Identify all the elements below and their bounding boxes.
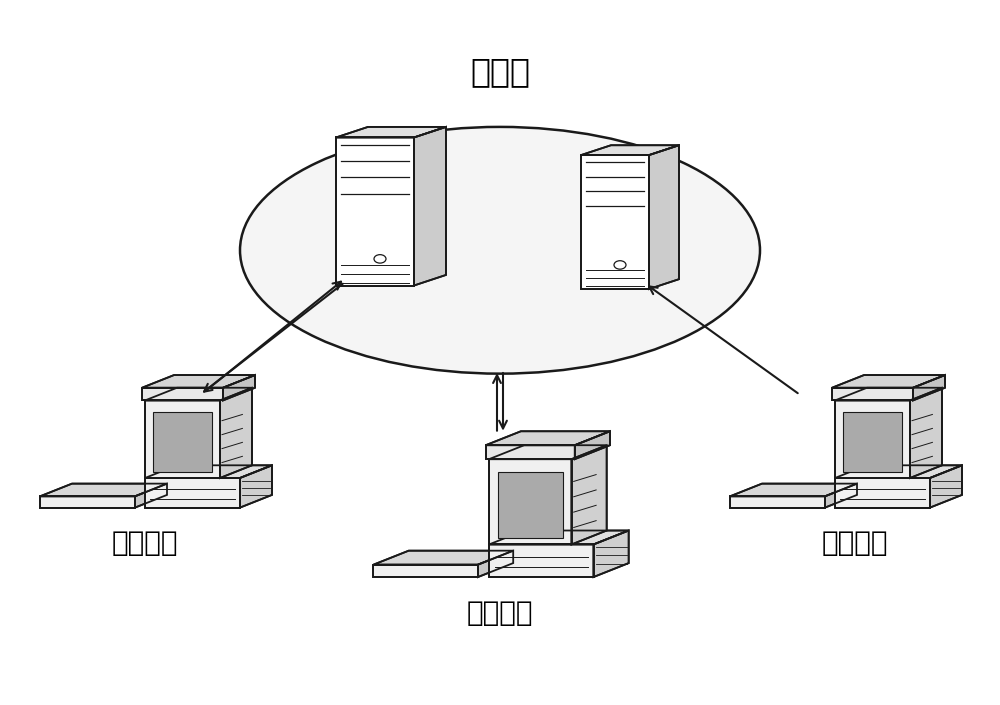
Polygon shape <box>40 484 167 496</box>
Polygon shape <box>145 478 240 508</box>
Polygon shape <box>572 446 607 544</box>
Polygon shape <box>135 484 167 508</box>
Text: 工作终端: 工作终端 <box>112 529 178 557</box>
Polygon shape <box>489 459 572 544</box>
Polygon shape <box>843 412 902 472</box>
Polygon shape <box>835 400 910 478</box>
Polygon shape <box>223 375 255 400</box>
Polygon shape <box>835 388 942 400</box>
Polygon shape <box>373 551 513 565</box>
Polygon shape <box>145 388 252 400</box>
Polygon shape <box>489 544 594 577</box>
Polygon shape <box>336 137 414 286</box>
Polygon shape <box>220 388 252 478</box>
Polygon shape <box>730 484 857 496</box>
Polygon shape <box>835 465 962 478</box>
Polygon shape <box>913 375 945 400</box>
Polygon shape <box>153 412 212 472</box>
Polygon shape <box>336 127 446 137</box>
Polygon shape <box>240 465 272 508</box>
Polygon shape <box>486 431 610 446</box>
Polygon shape <box>145 465 272 478</box>
Polygon shape <box>414 127 446 286</box>
Polygon shape <box>373 565 478 577</box>
Text: 工作终端: 工作终端 <box>467 599 533 627</box>
Polygon shape <box>498 472 563 539</box>
Polygon shape <box>594 530 629 577</box>
Circle shape <box>374 255 386 263</box>
Polygon shape <box>825 484 857 508</box>
Circle shape <box>614 261 626 269</box>
Polygon shape <box>910 388 942 478</box>
Ellipse shape <box>240 127 760 374</box>
Polygon shape <box>142 375 255 388</box>
Polygon shape <box>930 465 962 508</box>
Polygon shape <box>145 400 220 478</box>
Polygon shape <box>649 145 679 289</box>
Polygon shape <box>486 446 575 459</box>
Polygon shape <box>489 530 629 544</box>
Polygon shape <box>575 431 610 459</box>
Text: 知识库: 知识库 <box>470 55 530 88</box>
Polygon shape <box>489 446 607 459</box>
Text: 工作终端: 工作终端 <box>822 529 888 557</box>
Polygon shape <box>478 551 513 577</box>
Polygon shape <box>730 496 825 508</box>
Polygon shape <box>835 478 930 508</box>
Polygon shape <box>832 388 913 400</box>
Polygon shape <box>40 496 135 508</box>
Polygon shape <box>581 145 679 155</box>
Polygon shape <box>832 375 945 388</box>
Polygon shape <box>581 155 649 289</box>
Polygon shape <box>142 388 223 400</box>
